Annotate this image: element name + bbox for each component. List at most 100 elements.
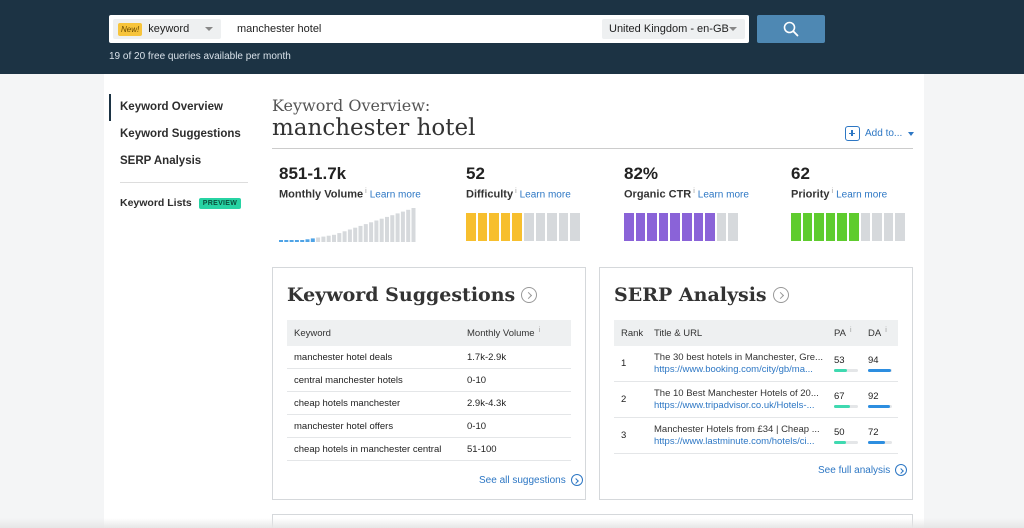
gauge-segment	[814, 213, 824, 241]
gauge-segment	[848, 213, 859, 241]
serp-pa: 50	[834, 427, 868, 444]
sidebar-item-keyword-suggestions[interactable]: Keyword Suggestions	[120, 128, 241, 140]
info-icon: i	[831, 188, 834, 195]
gauge-segment	[705, 213, 715, 241]
gauge-segment	[500, 213, 511, 241]
info-icon: i	[885, 326, 887, 334]
info-icon: i	[515, 188, 517, 195]
col-pa-label: PA	[834, 328, 846, 340]
serp-rank: 1	[621, 358, 627, 369]
suggestion-keyword: cheap hotels in manchester central	[294, 443, 442, 455]
da-bar	[868, 405, 892, 408]
sidebar-item-keyword-lists[interactable]: Keyword Lists PREVIEW	[109, 190, 249, 217]
volume-bar	[411, 208, 416, 242]
col-keyword: Keyword	[294, 327, 331, 339]
main-page: Keyword Overview Keyword Suggestions SER…	[104, 74, 924, 528]
da-bar	[868, 441, 892, 444]
table-row[interactable]: manchester hotel deals 1.7k-2.9k	[287, 346, 571, 369]
serp-rows: 1 The 30 best hotels in Manchester, Gre..…	[614, 346, 898, 454]
gauge-segment	[535, 213, 546, 241]
suggestion-volume: 1.7k-2.9k	[467, 351, 507, 363]
volume-bar	[385, 216, 389, 242]
volume-bar	[369, 222, 374, 242]
volume-bar	[310, 238, 315, 242]
learn-more-link[interactable]: Learn more	[697, 189, 749, 201]
search-type-select[interactable]: New! keyword	[113, 19, 221, 39]
locale-select[interactable]: United Kingdom - en-GB	[602, 19, 745, 39]
volume-bar	[363, 224, 368, 242]
table-row[interactable]: 2 The 10 Best Manchester Hotels of 20... h…	[614, 382, 898, 418]
gauge-segment	[489, 213, 499, 241]
metric-priority: 62 Priority i Learn more	[791, 164, 941, 241]
volume-bar	[289, 240, 294, 242]
serp-title-url: The 10 Best Manchester Hotels of 20... ht…	[654, 388, 834, 412]
pa-bar-fill	[834, 369, 847, 372]
col-rank: Rank	[621, 327, 644, 339]
serp-result-title[interactable]: The 10 Best Manchester Hotels of 20...	[654, 387, 819, 399]
volume-bar	[374, 220, 379, 242]
table-row[interactable]: cheap hotels manchester 2.9k-4.3k	[287, 392, 571, 415]
serp-result-url[interactable]: https://www.lastminute.com/hotels/ci...	[654, 435, 815, 447]
serp-rank: 2	[621, 394, 627, 405]
chevron-right-circle-icon[interactable]	[772, 287, 789, 303]
gauge-segment	[466, 213, 476, 241]
pa-value: 53	[834, 355, 845, 366]
volume-bar	[284, 240, 289, 242]
learn-more-link[interactable]: Learn more	[836, 189, 888, 201]
table-row[interactable]: 1 The 30 best hotels in Manchester, Gre..…	[614, 346, 898, 382]
metric-organic-ctr: 82% Organic CTR i Learn more	[624, 164, 774, 241]
volume-bar	[400, 211, 405, 242]
learn-more-link[interactable]: Learn more	[519, 189, 571, 201]
gauge-segment	[512, 213, 522, 241]
suggestion-volume: 51-100	[467, 443, 497, 455]
serp-result-title[interactable]: Manchester Hotels from £34 | Cheap ...	[654, 423, 820, 435]
chevron-right-circle-icon	[895, 464, 908, 476]
pa-value: 67	[834, 391, 845, 402]
metric-label-row: Organic CTR i Learn more	[624, 188, 774, 201]
pa-bar-fill	[834, 405, 851, 408]
table-row[interactable]: manchester hotel offers 0-10	[287, 415, 571, 438]
metric-value: 851-1.7k	[279, 164, 347, 183]
gauge-segment	[883, 213, 894, 241]
da-bar-fill	[868, 441, 886, 444]
see-all-suggestions-link[interactable]: See all suggestions	[479, 474, 583, 486]
suggestion-volume: 2.9k-4.3k	[467, 397, 507, 409]
keyword-suggestions-title: Keyword Suggestions	[287, 284, 516, 306]
metric-label-row: Priority i Learn more	[791, 188, 941, 201]
difficulty-gauge	[466, 213, 580, 241]
pa-value: 50	[834, 427, 845, 438]
serp-result-url[interactable]: https://www.tripadvisor.co.uk/Hotels-...	[654, 399, 815, 411]
gauge-segment	[547, 213, 557, 241]
add-to-button[interactable]: Add to...	[845, 126, 915, 141]
serp-pa: 67	[834, 391, 868, 408]
table-header: Rank Title & URL PA i DA i	[614, 320, 898, 346]
search-input[interactable]	[237, 19, 597, 39]
search-box: New! keyword United Kingdom - en-GB	[109, 15, 749, 43]
sidebar-item-keyword-overview[interactable]: Keyword Overview	[109, 94, 249, 121]
suggestions-table: Keyword Monthly Volume i manchester hotel…	[287, 320, 571, 461]
volume-bar	[395, 213, 400, 242]
gauge-segment	[716, 213, 727, 241]
search-button[interactable]	[757, 15, 825, 43]
serp-result-title[interactable]: The 30 best hotels in Manchester, Gre...	[654, 351, 823, 363]
sidebar-item-serp-analysis[interactable]: SERP Analysis	[120, 155, 202, 167]
chevron-right-circle-icon[interactable]	[521, 287, 538, 303]
suggestion-volume: 0-10	[467, 420, 487, 432]
table-row[interactable]: 3 Manchester Hotels from £34 | Cheap ... h…	[614, 418, 898, 454]
add-to-label: Add to...	[865, 128, 903, 139]
chevron-down-icon	[205, 27, 213, 31]
page-title: manchester hotel	[272, 115, 476, 141]
search-type-label: keyword	[148, 23, 190, 35]
gauge-segment	[681, 213, 692, 241]
table-row[interactable]: cheap hotels in manchester central 51-100	[287, 438, 571, 461]
serp-result-url[interactable]: https://www.booking.com/city/gb/ma...	[654, 363, 813, 375]
serp-analysis-title: SERP Analysis	[614, 284, 767, 306]
table-row[interactable]: central manchester hotels 0-10	[287, 369, 571, 392]
see-full-analysis-link[interactable]: See full analysis	[818, 464, 908, 476]
gauge-segment	[658, 213, 669, 241]
card-title: SERP Analysis	[614, 284, 789, 306]
learn-more-link[interactable]: Learn more	[369, 189, 421, 201]
locale-label: United Kingdom - en-GB	[609, 23, 729, 35]
metric-label: Organic CTR	[624, 188, 692, 201]
card-title: Keyword Suggestions	[287, 284, 538, 306]
